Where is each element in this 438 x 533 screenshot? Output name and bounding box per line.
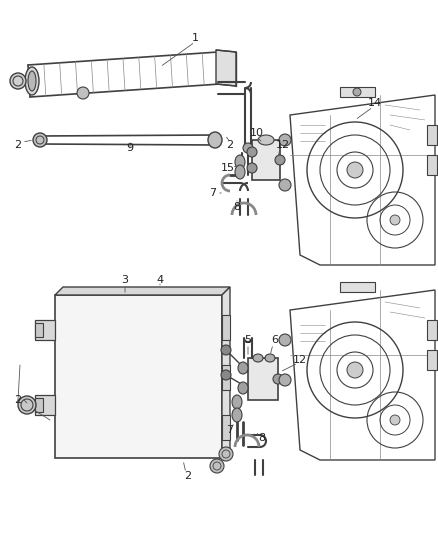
Bar [427,125,437,145]
Text: 8: 8 [258,433,265,443]
Ellipse shape [275,155,285,165]
Bar [248,358,278,400]
Text: 2: 2 [226,140,233,150]
Text: 8: 8 [233,202,240,212]
Text: 12: 12 [293,355,307,365]
Ellipse shape [238,362,248,374]
Ellipse shape [221,370,231,380]
Text: 7: 7 [209,188,216,198]
Bar [427,350,437,370]
Ellipse shape [28,71,36,91]
Text: 15: 15 [221,163,235,173]
Bar [252,140,280,180]
Ellipse shape [247,163,257,173]
Ellipse shape [18,396,36,414]
Bar [427,320,437,340]
Ellipse shape [279,374,291,386]
Ellipse shape [208,132,222,148]
Text: 10: 10 [250,128,264,138]
Ellipse shape [258,135,274,145]
Ellipse shape [243,143,253,153]
Text: 9: 9 [127,143,134,153]
Polygon shape [222,287,230,458]
Polygon shape [216,50,236,86]
Ellipse shape [273,374,283,384]
Ellipse shape [232,408,242,422]
Bar [35,398,43,412]
Ellipse shape [390,415,400,425]
Ellipse shape [221,345,231,355]
Text: 14: 14 [368,98,382,108]
Polygon shape [55,295,222,458]
Ellipse shape [235,155,245,169]
Text: 12: 12 [276,140,290,150]
Ellipse shape [279,179,291,191]
Bar [222,365,230,390]
Text: 2: 2 [14,140,21,150]
Ellipse shape [347,162,363,178]
Ellipse shape [33,133,47,147]
Polygon shape [55,287,230,295]
Text: 7: 7 [226,425,233,435]
Bar [222,315,230,340]
Text: 3: 3 [121,275,128,285]
Ellipse shape [390,215,400,225]
Polygon shape [35,395,55,415]
Bar [222,415,230,440]
Ellipse shape [77,87,89,99]
Ellipse shape [279,134,291,146]
Text: 6: 6 [272,335,279,345]
Ellipse shape [247,147,257,157]
Ellipse shape [238,382,248,394]
Text: 1: 1 [191,33,198,43]
Text: 2: 2 [14,395,21,405]
Ellipse shape [265,354,275,362]
Ellipse shape [210,459,224,473]
Ellipse shape [353,88,361,96]
Text: 4: 4 [156,275,163,285]
Bar [35,323,43,337]
Ellipse shape [347,362,363,378]
Text: 5: 5 [244,335,251,345]
Ellipse shape [235,165,245,179]
Bar [340,282,375,292]
Bar [340,87,375,97]
Polygon shape [35,320,55,340]
Ellipse shape [253,354,263,362]
Ellipse shape [232,395,242,409]
Ellipse shape [25,67,39,95]
Ellipse shape [219,447,233,461]
Ellipse shape [10,73,26,89]
Bar [427,155,437,175]
Ellipse shape [279,334,291,346]
Text: 2: 2 [184,471,191,481]
